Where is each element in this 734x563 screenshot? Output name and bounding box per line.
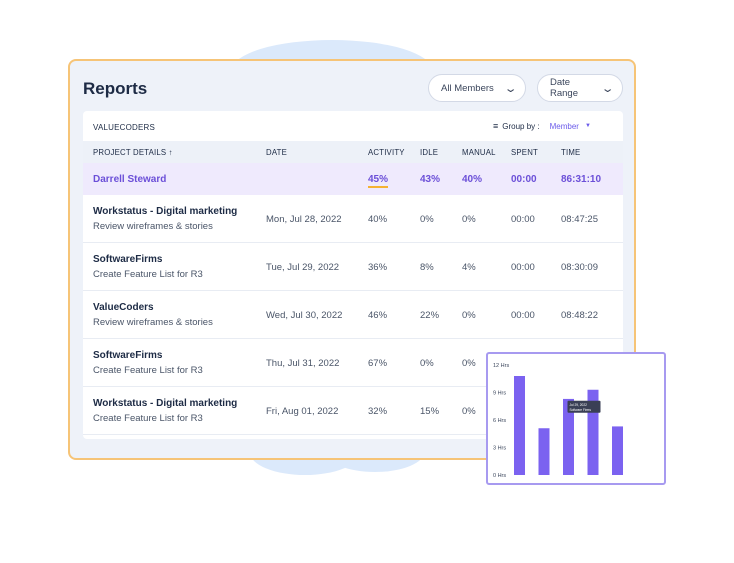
reports-panel: Reports All Members ⌄ Date Range ⌄ VALUE… <box>68 59 636 460</box>
spent-cell: 00:00 <box>511 214 535 225</box>
member-summary-row[interactable]: Darrell Steward 45% 43% 40% 00:00 86:31:… <box>83 163 623 195</box>
hours-bar-chart: 12 Hrs 9 Hrs 6 Hrs 3 Hrs 0 Hrs Jul 29, 2022 So… <box>486 352 666 485</box>
chart-bar[interactable] <box>587 389 599 475</box>
member-name: Darrell Steward <box>93 174 167 185</box>
chart-bar[interactable] <box>612 426 623 475</box>
group-by-value[interactable]: Member <box>549 121 579 131</box>
column-time[interactable]: TIME <box>561 148 581 157</box>
y-tick-label: 9 Hrs <box>493 391 506 397</box>
activity-cell: 46% <box>368 310 388 321</box>
manual-cell: 0% <box>462 406 476 417</box>
y-tick-label: 6 Hrs <box>493 418 506 424</box>
date-cell: Tue, Jul 29, 2022 <box>266 262 340 273</box>
manual-cell: 0% <box>462 310 476 321</box>
chevron-down-icon: ⌄ <box>600 82 615 95</box>
task-name: Review wireframes & stories <box>93 317 213 328</box>
idle-cell: 0% <box>420 358 434 369</box>
members-filter-label: All Members <box>441 82 494 94</box>
group-by-label: Group by : <box>502 121 540 131</box>
column-idle[interactable]: IDLE <box>420 148 439 157</box>
activity-cell: 40% <box>368 214 388 225</box>
table-row[interactable]: ValueCoders Review wireframes & stories … <box>83 291 623 339</box>
spent-cell: 00:00 <box>511 310 535 321</box>
table-row[interactable]: Workstatus - Digital marketing Create Fe… <box>83 387 623 435</box>
time-cell: 08:47:25 <box>561 214 598 225</box>
time-cell: 08:30:09 <box>561 262 598 273</box>
tooltip-project: Software Firms <box>570 408 592 412</box>
summary-activity: 45% <box>368 174 389 188</box>
manual-cell: 4% <box>462 262 476 273</box>
members-filter-dropdown[interactable]: All Members ⌄ <box>428 74 526 102</box>
task-name: Create Feature List for R3 <box>93 365 203 376</box>
activity-cell: 32% <box>368 406 388 417</box>
y-tick-label: 12 Hrs <box>493 363 509 369</box>
chevron-down-icon: ⌄ <box>503 82 518 95</box>
time-cell: 08:48:22 <box>561 310 598 321</box>
date-cell: Wed, Jul 30, 2022 <box>266 310 343 321</box>
page-title: Reports <box>83 79 148 98</box>
table-row[interactable]: SoftwareFirms Create Feature List for R3… <box>83 243 623 291</box>
column-project-details[interactable]: PROJECT DETAILS ↑ <box>93 148 173 157</box>
spent-cell: 00:00 <box>511 262 535 273</box>
chart-bar[interactable] <box>563 398 574 475</box>
task-name: Create Feature List for R3 <box>93 413 203 424</box>
date-cell: Mon, Jul 28, 2022 <box>266 214 342 225</box>
card-toolbar: VALUECODERS ≡ Group by : Member ▼ <box>83 111 623 141</box>
sort-lines-icon: ≡ <box>493 121 499 131</box>
summary-idle: 43% <box>420 174 441 185</box>
project-name: ValueCoders <box>93 302 154 313</box>
idle-cell: 15% <box>420 406 440 417</box>
summary-time: 86:31:10 <box>561 174 602 185</box>
task-name: Create Feature List for R3 <box>93 269 203 280</box>
caret-down-icon: ▼ <box>584 123 591 129</box>
project-name: Workstatus - Digital marketing <box>93 206 238 217</box>
date-cell: Thu, Jul 31, 2022 <box>266 358 340 369</box>
group-by-control[interactable]: ≡ Group by : Member ▼ <box>493 121 591 131</box>
table-row[interactable]: Workstatus - Digital marketing Review wi… <box>83 195 623 243</box>
summary-spent: 00:00 <box>511 174 537 185</box>
column-activity[interactable]: ACTIVITY <box>368 148 405 157</box>
chart-bar[interactable] <box>538 428 550 475</box>
table-row[interactable]: SoftwareFirms Create Feature List for R3… <box>83 339 623 387</box>
table-header: PROJECT DETAILS ↑ DATE ACTIVITY IDLE MAN… <box>83 141 623 163</box>
column-date[interactable]: DATE <box>266 148 288 157</box>
date-range-dropdown[interactable]: Date Range ⌄ <box>537 74 623 102</box>
idle-cell: 22% <box>420 310 440 321</box>
project-name: SoftwareFirms <box>93 254 163 265</box>
tooltip-date: Jul 29, 2022 <box>570 403 588 407</box>
project-name: SoftwareFirms <box>93 350 163 361</box>
task-name: Review wireframes & stories <box>93 221 213 232</box>
date-cell: Fri, Aug 01, 2022 <box>266 406 339 417</box>
column-spent[interactable]: SPENT <box>511 148 538 157</box>
summary-manual: 40% <box>462 174 483 185</box>
date-range-label: Date Range <box>550 77 578 99</box>
manual-cell: 0% <box>462 358 476 369</box>
activity-cell: 36% <box>368 262 388 273</box>
idle-cell: 8% <box>420 262 434 273</box>
manual-cell: 0% <box>462 214 476 225</box>
column-manual[interactable]: MANUAL <box>462 148 496 157</box>
y-tick-label: 3 Hrs <box>493 446 506 452</box>
bar-chart-svg: 12 Hrs 9 Hrs 6 Hrs 3 Hrs 0 Hrs Jul 29, 2022So… <box>493 363 623 479</box>
project-name: Workstatus - Digital marketing <box>93 398 238 409</box>
y-tick-label: 0 Hrs <box>493 473 506 479</box>
idle-cell: 0% <box>420 214 434 225</box>
activity-cell: 67% <box>368 358 388 369</box>
chart-bar[interactable] <box>514 376 525 475</box>
organization-name: VALUECODERS <box>93 123 156 132</box>
